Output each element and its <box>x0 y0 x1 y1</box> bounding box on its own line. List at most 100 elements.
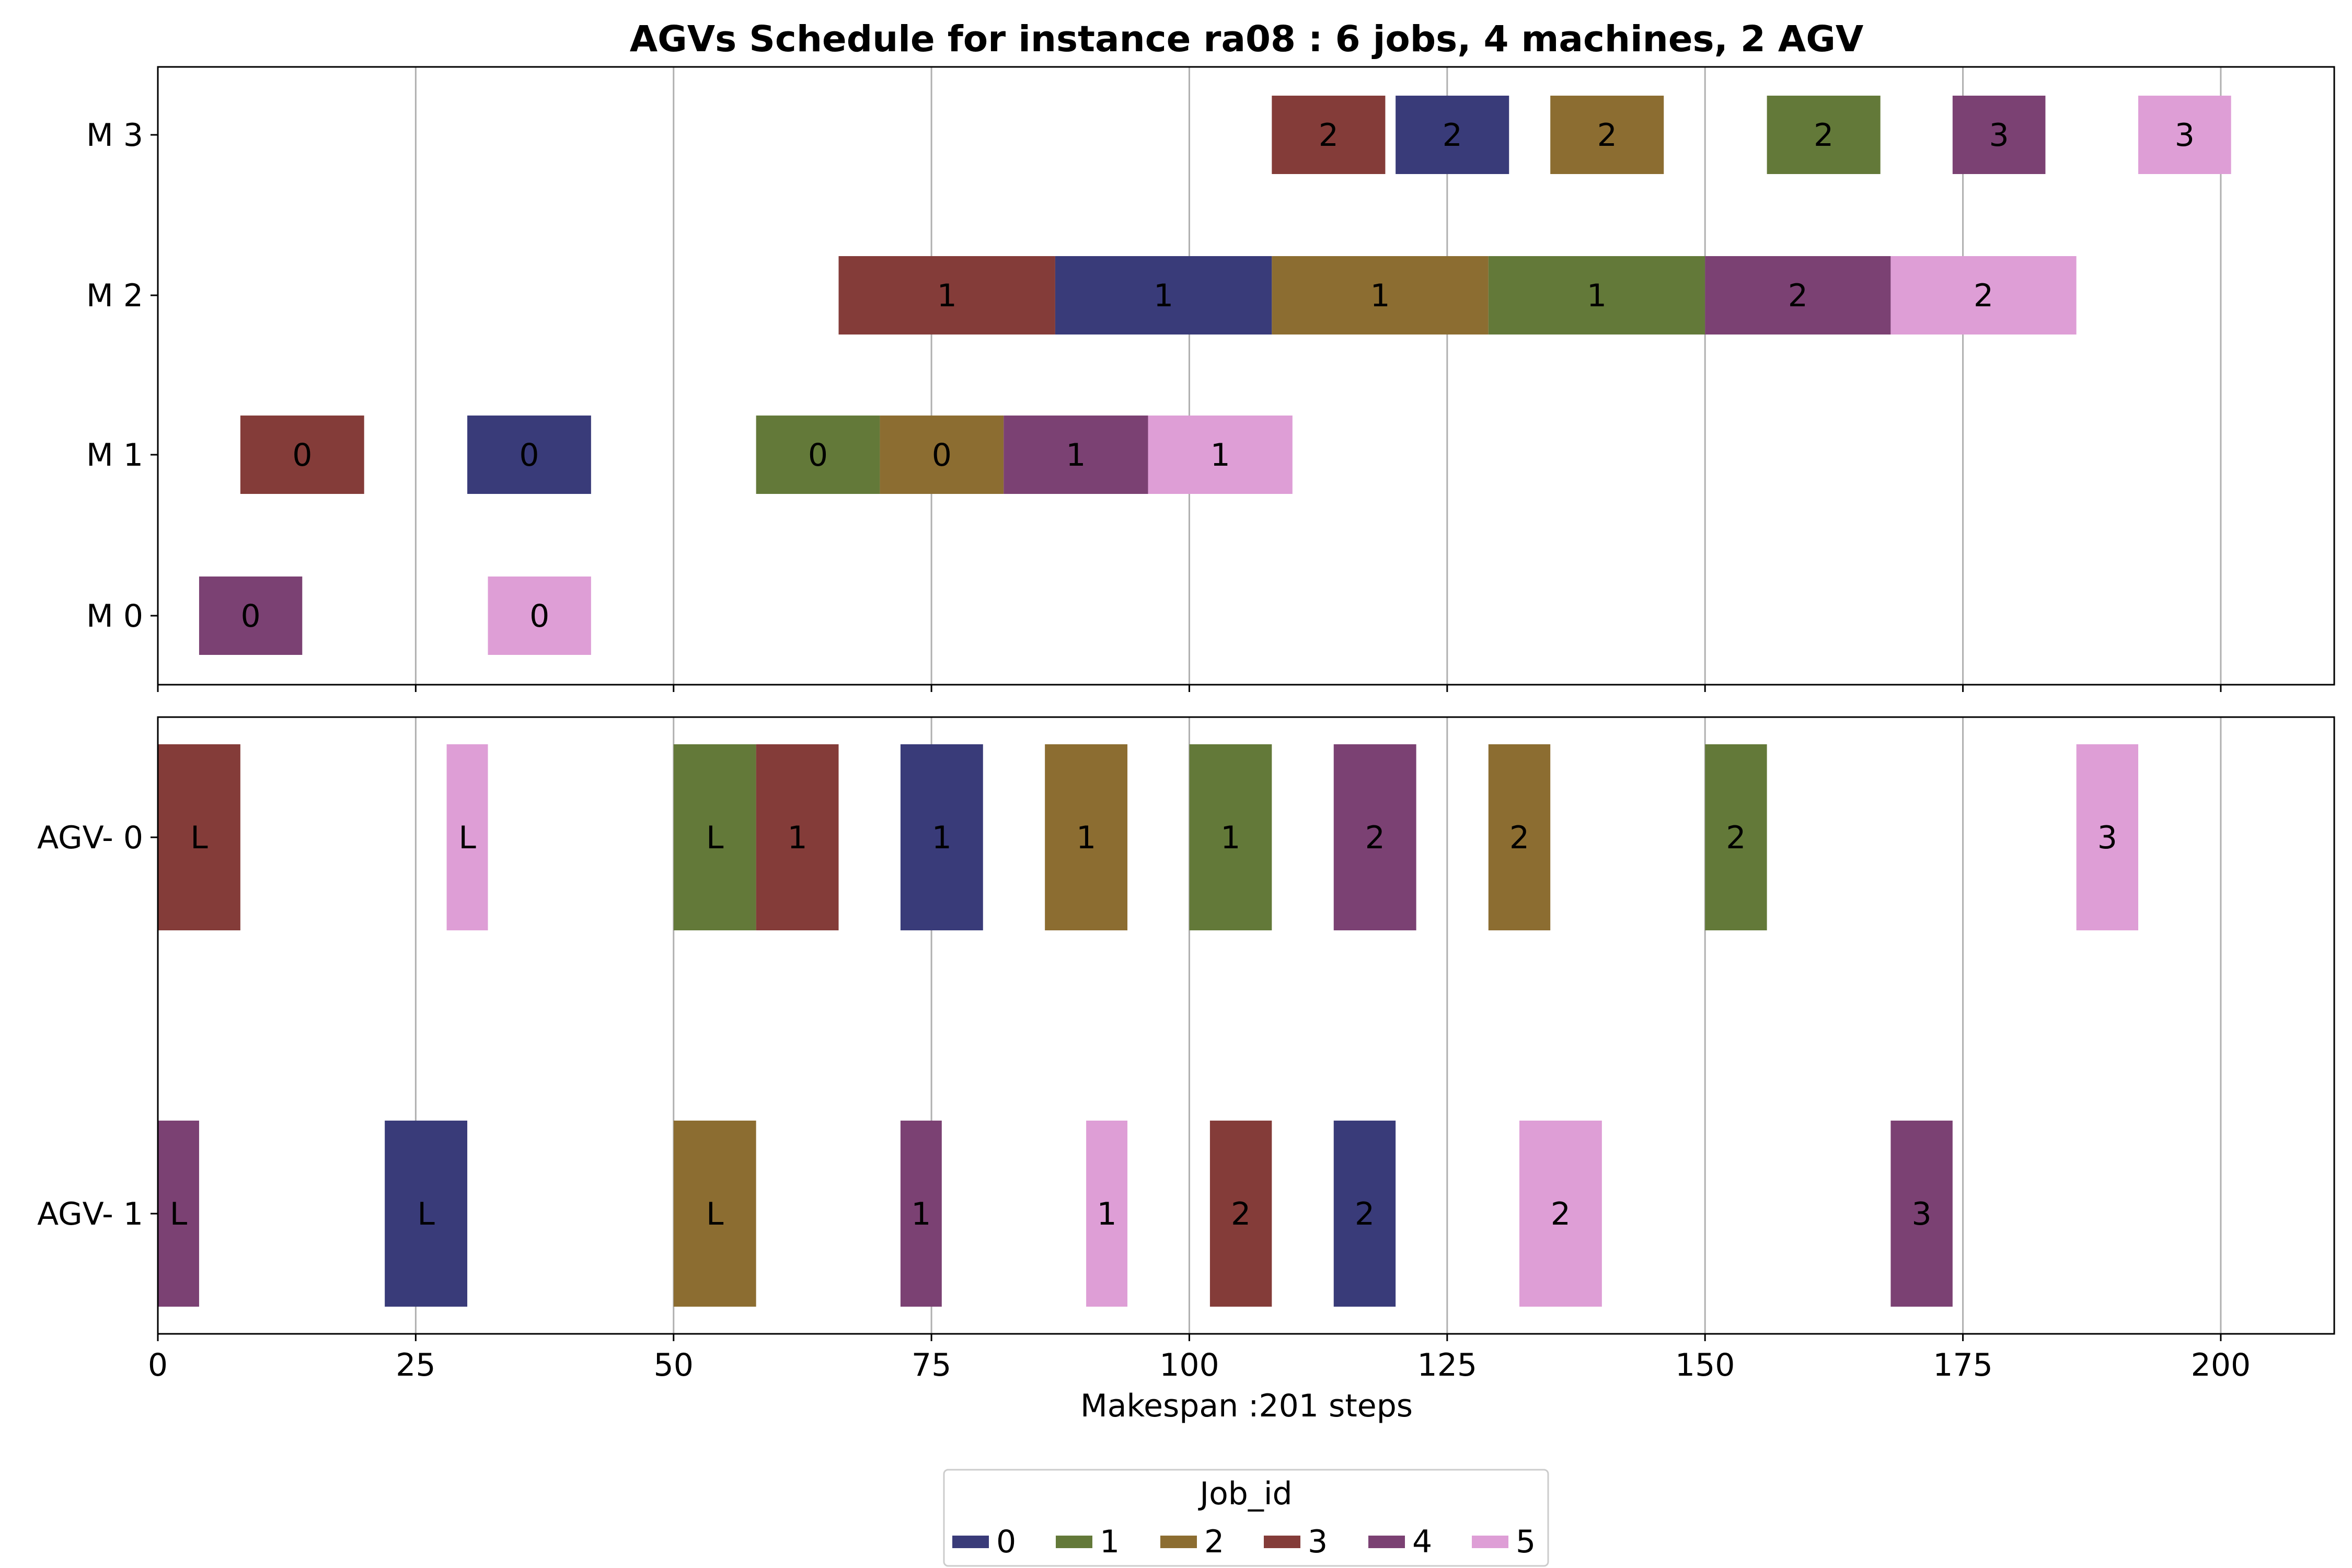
task-label: 1 <box>1587 278 1607 314</box>
task-label: 1 <box>1154 278 1173 314</box>
agv-task-bar <box>2076 744 2139 930</box>
agv-task-bar <box>1519 1121 1602 1307</box>
y-tick-label: AGV- 0 <box>37 820 143 856</box>
task-label: L <box>170 1196 188 1232</box>
task-label: 2 <box>1726 820 1746 856</box>
machine-task-bar <box>2138 96 2231 174</box>
task-label: 1 <box>911 1196 931 1232</box>
task-label: 2 <box>1365 820 1385 856</box>
task-label: 0 <box>292 437 312 474</box>
x-tick-label: 200 <box>2191 1347 2251 1383</box>
legend-label: 4 <box>1412 1524 1432 1560</box>
agv-task-bar <box>1333 744 1416 930</box>
task-label: 1 <box>1210 437 1230 474</box>
agv-task-bar <box>1189 744 1272 930</box>
machine-panel-frame <box>157 66 2335 686</box>
y-tick-label: M 2 <box>86 278 143 314</box>
task-label: 0 <box>808 437 828 474</box>
x-tick-label: 25 <box>396 1347 435 1383</box>
task-label: 3 <box>2175 117 2195 154</box>
machine-task-bar <box>838 256 1055 335</box>
task-label: 2 <box>1231 1196 1251 1232</box>
legend-title: Job_id <box>1197 1475 1292 1512</box>
x-tick-label: 50 <box>654 1347 694 1383</box>
legend-label: 5 <box>1516 1524 1536 1560</box>
agv-task-bar <box>1705 744 1767 930</box>
machine-task-bar <box>467 416 591 494</box>
task-label: 1 <box>1220 820 1240 856</box>
machine-panel-ticks: M 0 M 1 M 2 M 3 <box>86 117 2222 692</box>
legend-label: 0 <box>996 1524 1016 1560</box>
x-tick-label: 100 <box>1159 1347 1219 1383</box>
agv-task-bar <box>1045 744 1128 930</box>
x-tick-label: 125 <box>1417 1347 1478 1383</box>
task-label: L <box>706 1196 724 1232</box>
task-label: 1 <box>787 820 807 856</box>
task-label: L <box>190 820 208 856</box>
legend: Job_id 0 1 2 3 4 5 <box>943 1469 1549 1567</box>
task-label: 2 <box>1443 117 1462 154</box>
task-label: 2 <box>1551 1196 1571 1232</box>
agv-task-bar <box>1333 1121 1396 1307</box>
task-label: L <box>417 1196 435 1232</box>
machine-task-bar <box>1272 96 1386 174</box>
legend-swatch <box>1056 1536 1092 1548</box>
x-axis-label: Makespan :201 steps <box>1080 1388 1413 1424</box>
task-label: 1 <box>932 820 952 856</box>
top-gridlines <box>157 67 2222 685</box>
y-tick-label: M 0 <box>86 598 143 635</box>
x-tick-label: 175 <box>1933 1347 1993 1383</box>
legend-label: 3 <box>1308 1524 1328 1560</box>
machine-task-bar <box>1952 96 2046 174</box>
legend-label: 2 <box>1204 1524 1224 1560</box>
task-label: 2 <box>1974 278 1993 314</box>
agv-task-bar <box>673 1121 756 1307</box>
machine-task-bar <box>1890 256 2077 335</box>
task-label: 2 <box>1319 117 1339 154</box>
machine-task-bar <box>1550 96 1664 174</box>
machine-task-bar <box>1148 416 1293 494</box>
machine-task-bar <box>1272 256 1489 335</box>
legend-swatch <box>1472 1536 1508 1548</box>
chart-title: AGVs Schedule for instance ra08 : 6 jobs… <box>630 18 1864 60</box>
x-tick-label: 150 <box>1675 1347 1735 1383</box>
legend-swatch <box>952 1536 989 1548</box>
task-label: 1 <box>1066 437 1086 474</box>
task-label: 1 <box>937 278 957 314</box>
legend-swatch <box>1368 1536 1405 1548</box>
agv-panel-frame <box>157 716 2335 1335</box>
machine-task-bar <box>1705 256 1891 335</box>
agv-task-bar <box>1488 744 1551 930</box>
machine-task-bars: 0 0 0 0 0 0 1 1 1 1 1 1 2 2 2 2 2 2 3 3 <box>199 96 2231 655</box>
task-label: 1 <box>1097 1196 1116 1232</box>
task-label: 3 <box>2097 820 2117 856</box>
machine-task-bar <box>488 577 591 655</box>
agv-task-bar <box>446 744 488 930</box>
x-tick-label: 75 <box>912 1347 951 1383</box>
machine-task-bar <box>756 416 880 494</box>
agv-task-bar <box>900 744 983 930</box>
task-label: 2 <box>1355 1196 1375 1232</box>
task-label: 2 <box>1597 117 1617 154</box>
agv-task-bar <box>900 1121 942 1307</box>
task-label: 3 <box>1989 117 2009 154</box>
task-label: L <box>706 820 724 856</box>
y-tick-label: AGV- 1 <box>37 1196 143 1232</box>
agv-task-bar <box>1890 1121 1953 1307</box>
task-label: 0 <box>932 437 952 474</box>
machine-task-bar <box>1767 96 1881 174</box>
task-label: 1 <box>1370 278 1390 314</box>
agv-task-bar <box>158 1121 199 1307</box>
machine-task-bar <box>240 416 364 494</box>
agv-task-bar <box>756 744 839 930</box>
y-tick-label: M 1 <box>86 437 143 474</box>
agv-task-bars: L L L 1 1 1 1 2 2 2 3 L L L 1 1 2 2 2 3 <box>158 744 2139 1307</box>
agv-task-bar <box>158 744 240 930</box>
legend-items: 0 1 2 3 4 5 <box>952 1524 1536 1560</box>
agv-panel-ticks: 0 25 50 75 100 125 150 175 200 AGV- 1 AGV- 0 <box>37 820 2251 1383</box>
task-label: 1 <box>1076 820 1096 856</box>
machine-task-bar <box>1055 256 1272 335</box>
machine-task-bar <box>1396 96 1509 174</box>
legend-label: 1 <box>1100 1524 1120 1560</box>
